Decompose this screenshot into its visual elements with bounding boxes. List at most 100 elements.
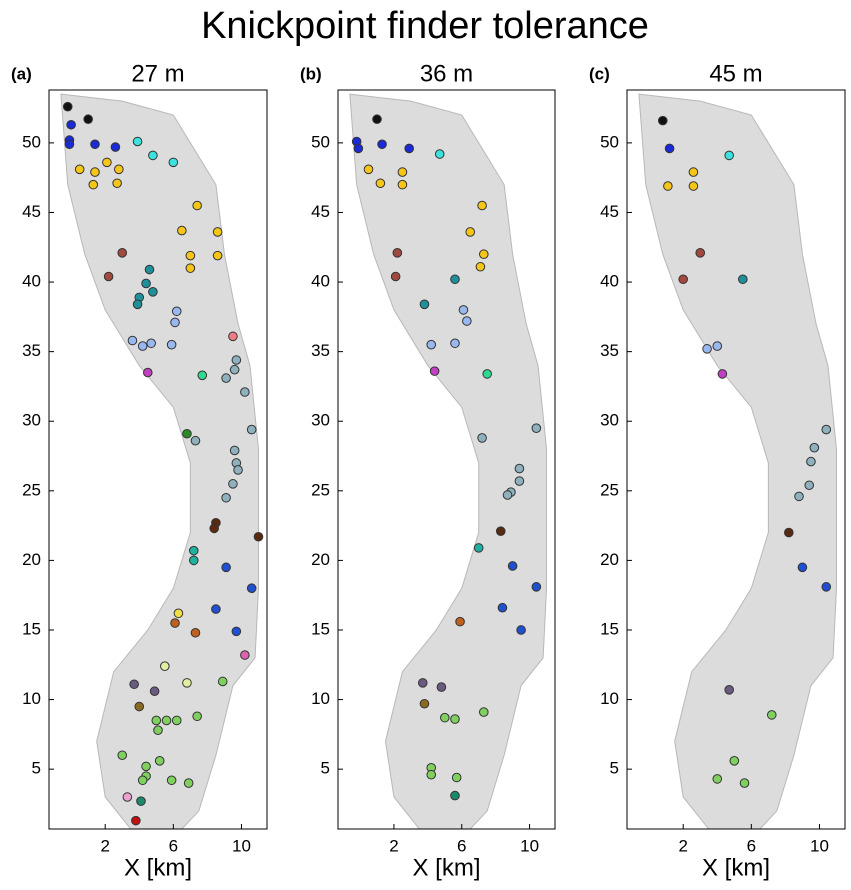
knickpoint	[725, 151, 734, 160]
knickpoint	[479, 708, 488, 717]
knickpoint	[135, 702, 144, 711]
knickpoint	[130, 680, 139, 689]
knickpoint	[420, 699, 429, 708]
knickpoint	[696, 249, 705, 258]
y-tick-label: 30	[22, 411, 41, 430]
knickpoint	[67, 120, 76, 129]
knickpoint	[178, 226, 187, 235]
knickpoint	[171, 619, 180, 628]
knickpoint	[111, 143, 120, 152]
knickpoint	[496, 527, 505, 536]
x-axis-label: X [km]	[702, 854, 770, 881]
knickpoint	[133, 137, 142, 146]
knickpoint	[405, 144, 414, 153]
knickpoint	[222, 374, 231, 383]
y-tick-label: 5	[32, 759, 41, 778]
knickpoint	[229, 332, 238, 341]
knickpoint	[147, 339, 156, 348]
knickpoint	[784, 528, 793, 537]
knickpoint	[441, 713, 450, 722]
knickpoint	[373, 115, 382, 124]
knickpoint	[805, 481, 814, 490]
x-tick-label: 10	[520, 836, 539, 855]
knickpoint	[172, 307, 181, 316]
knickpoint	[191, 628, 200, 637]
knickpoint	[143, 368, 152, 377]
knickpoint	[739, 275, 748, 284]
knickpoint	[89, 180, 98, 189]
x-tick-label: 6	[747, 836, 756, 855]
knickpoint	[193, 712, 202, 721]
knickpoint	[118, 751, 127, 760]
knickpoint	[452, 773, 461, 782]
knickpoint	[213, 228, 222, 237]
knickpoint	[393, 249, 402, 258]
knickpoint	[478, 434, 487, 443]
knickpoint	[451, 339, 460, 348]
y-tick-label: 20	[600, 550, 619, 569]
knickpoint	[183, 429, 192, 438]
knickpoint	[364, 165, 373, 174]
x-axis-label: X [km]	[412, 854, 480, 881]
knickpoint	[247, 425, 256, 434]
knickpoint	[234, 466, 243, 475]
knickpoint	[132, 816, 141, 825]
knickpoint	[479, 250, 488, 259]
y-tick-label: 40	[311, 272, 330, 291]
knickpoint	[420, 300, 429, 309]
knickpoint	[65, 140, 74, 149]
knickpoint	[247, 584, 256, 593]
x-tick-label: 6	[169, 836, 178, 855]
knickpoint	[241, 651, 250, 660]
knickpoint	[189, 546, 198, 555]
knickpoint	[229, 480, 238, 489]
knickpoint	[689, 168, 698, 177]
knickpoint	[63, 102, 72, 111]
knickpoint	[767, 711, 776, 720]
x-tick-label: 10	[232, 836, 251, 855]
knickpoint	[128, 336, 137, 345]
knickpoint	[150, 687, 159, 696]
knickpoint	[213, 251, 222, 260]
knickpoint	[376, 179, 385, 188]
y-tick-label: 45	[22, 202, 41, 221]
y-tick-label: 25	[22, 480, 41, 499]
knickpoint	[532, 424, 541, 433]
knickpoint	[149, 151, 158, 160]
knickpoint	[186, 264, 195, 273]
knickpoint	[118, 249, 127, 258]
knickpoint	[658, 116, 667, 125]
knickpoint	[91, 168, 100, 177]
knickpoint	[167, 776, 176, 785]
knickpoint	[149, 287, 158, 296]
knickpoint	[167, 340, 176, 349]
knickpoint	[154, 726, 163, 735]
knickpoint	[427, 770, 436, 779]
knickpoint	[459, 306, 468, 315]
knickpoint	[354, 144, 363, 153]
y-tick-label: 10	[22, 689, 41, 708]
knickpoint	[232, 356, 241, 365]
knickpoint	[795, 492, 804, 501]
knickpoint	[91, 140, 100, 149]
knickpoint	[665, 144, 674, 153]
knickpoint	[75, 165, 84, 174]
knickpoint	[451, 275, 460, 284]
panel-label: (a)	[11, 64, 32, 83]
knickpoint	[427, 340, 436, 349]
knickpoint	[476, 262, 485, 271]
knickpoint	[210, 524, 219, 533]
knickpoint	[822, 425, 831, 434]
knickpoint	[483, 370, 492, 379]
y-tick-label: 35	[22, 341, 41, 360]
knickpoint	[713, 342, 722, 351]
panel-label: (b)	[300, 64, 322, 83]
y-tick-label: 15	[600, 619, 619, 638]
y-tick-label: 35	[311, 341, 330, 360]
y-tick-label: 15	[22, 619, 41, 638]
y-tick-label: 45	[600, 202, 619, 221]
knickpoint	[437, 683, 446, 692]
y-tick-label: 25	[600, 480, 619, 499]
knickpoint	[161, 662, 170, 671]
